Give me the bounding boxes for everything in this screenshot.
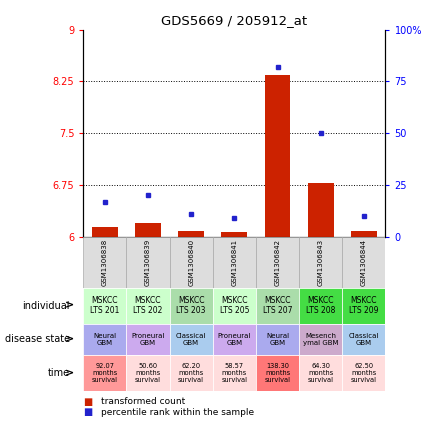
Bar — [135, 223, 161, 237]
Text: MSKCC
LTS 201: MSKCC LTS 201 — [90, 296, 120, 315]
Bar — [342, 237, 385, 288]
Text: 50.60
months
survival: 50.60 months survival — [135, 363, 161, 383]
Bar — [170, 237, 213, 288]
Text: >: > — [65, 368, 74, 378]
Bar — [127, 288, 170, 324]
Bar — [83, 237, 127, 288]
Text: 58.57
months
survival: 58.57 months survival — [221, 363, 247, 383]
Text: GSM1306838: GSM1306838 — [102, 239, 108, 286]
Bar — [265, 74, 290, 237]
Text: Classical
GBM: Classical GBM — [176, 333, 206, 346]
Bar — [92, 227, 118, 237]
Bar — [170, 324, 213, 355]
Bar — [213, 288, 256, 324]
Text: time: time — [48, 368, 70, 378]
Bar — [342, 324, 385, 355]
Text: MSKCC
LTS 208: MSKCC LTS 208 — [306, 296, 336, 315]
Text: MSKCC
LTS 209: MSKCC LTS 209 — [349, 296, 378, 315]
Title: GDS5669 / 205912_at: GDS5669 / 205912_at — [161, 14, 307, 27]
Bar — [170, 288, 213, 324]
Bar — [299, 324, 342, 355]
Text: GSM1306842: GSM1306842 — [275, 239, 280, 286]
Bar — [83, 324, 127, 355]
Bar — [221, 232, 247, 237]
Bar — [299, 355, 342, 391]
Text: 62.50
months
survival: 62.50 months survival — [351, 363, 377, 383]
Bar — [127, 324, 170, 355]
Bar — [342, 288, 385, 324]
Text: transformed count: transformed count — [101, 397, 185, 407]
Text: individual: individual — [23, 301, 70, 310]
Bar — [299, 237, 342, 288]
Text: GSM1306840: GSM1306840 — [188, 239, 194, 286]
Text: GSM1306841: GSM1306841 — [231, 239, 237, 286]
Bar — [213, 237, 256, 288]
Bar — [83, 355, 127, 391]
Bar — [127, 237, 170, 288]
Text: GSM1306844: GSM1306844 — [361, 239, 367, 286]
Text: GSM1306843: GSM1306843 — [318, 239, 324, 286]
Text: ■: ■ — [83, 407, 92, 418]
Bar — [256, 237, 299, 288]
Text: Neural
GBM: Neural GBM — [266, 333, 289, 346]
Bar — [351, 231, 377, 237]
Bar — [178, 231, 204, 237]
Text: Proneural
GBM: Proneural GBM — [131, 333, 165, 346]
Bar — [213, 324, 256, 355]
Text: percentile rank within the sample: percentile rank within the sample — [101, 408, 254, 417]
Text: MSKCC
LTS 205: MSKCC LTS 205 — [219, 296, 249, 315]
Text: 62.20
months
survival: 62.20 months survival — [178, 363, 204, 383]
Text: disease state: disease state — [5, 335, 70, 344]
Bar — [299, 288, 342, 324]
Text: 92.07
months
survival: 92.07 months survival — [92, 363, 118, 383]
Text: ■: ■ — [83, 397, 92, 407]
Text: MSKCC
LTS 202: MSKCC LTS 202 — [133, 296, 162, 315]
Bar — [256, 324, 299, 355]
Bar — [170, 355, 213, 391]
Bar — [83, 288, 127, 324]
Bar — [213, 355, 256, 391]
Text: MSKCC
LTS 207: MSKCC LTS 207 — [263, 296, 292, 315]
Text: Mesench
ymal GBM: Mesench ymal GBM — [303, 333, 339, 346]
Text: >: > — [65, 301, 74, 310]
Text: 138.30
months
survival: 138.30 months survival — [265, 363, 290, 383]
Bar — [308, 183, 334, 237]
Bar — [256, 288, 299, 324]
Text: Proneural
GBM: Proneural GBM — [218, 333, 251, 346]
Text: Neural
GBM: Neural GBM — [93, 333, 117, 346]
Text: GSM1306839: GSM1306839 — [145, 239, 151, 286]
Bar — [342, 355, 385, 391]
Bar — [256, 355, 299, 391]
Text: MSKCC
LTS 203: MSKCC LTS 203 — [177, 296, 206, 315]
Text: >: > — [65, 335, 74, 344]
Bar — [127, 355, 170, 391]
Text: Classical
GBM: Classical GBM — [349, 333, 379, 346]
Text: 64.30
months
survival: 64.30 months survival — [307, 363, 334, 383]
